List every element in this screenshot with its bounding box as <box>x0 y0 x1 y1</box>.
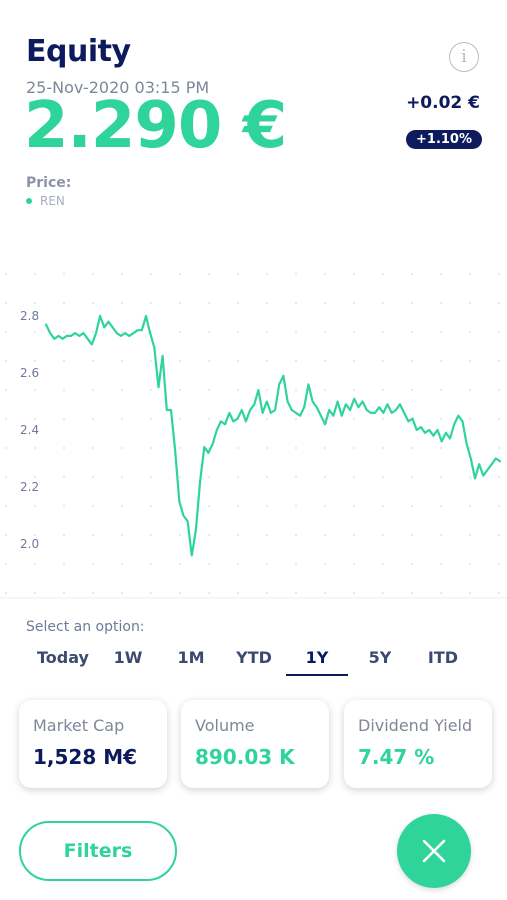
y-tick-label: 2.0 <box>20 537 39 551</box>
range-ytd[interactable]: YTD <box>236 648 272 667</box>
info-button[interactable]: i <box>449 42 479 72</box>
series-line-ren <box>44 314 502 557</box>
legend-dot-icon <box>26 198 32 204</box>
range-1w[interactable]: 1W <box>113 648 143 667</box>
chart-price-label: Price: <box>26 175 72 191</box>
price-change-percent-badge: +1.10% <box>406 130 482 149</box>
close-button[interactable] <box>397 814 471 888</box>
chart-legend: REN <box>26 194 65 208</box>
equity-title: Equity <box>26 34 131 69</box>
market-cap-value: 1,528 M€ <box>33 745 138 769</box>
dividend-yield-label: Dividend Yield <box>358 716 473 735</box>
legend-label: REN <box>40 194 65 208</box>
range-1y[interactable]: 1Y <box>286 640 348 676</box>
volume-card: Volume 890.03 K <box>181 700 329 788</box>
range-selector: Today 1W 1M YTD 1Y 5Y ITD <box>0 640 507 676</box>
y-tick-label: 2.4 <box>20 423 39 437</box>
timestamp: 25-Nov-2020 03:15 PM <box>26 78 210 97</box>
volume-value: 890.03 K <box>195 745 295 769</box>
volume-label: Volume <box>195 716 255 735</box>
dividend-yield-card: Dividend Yield 7.47 % <box>344 700 492 788</box>
current-price: 2.290 € <box>24 89 287 163</box>
range-5y[interactable]: 5Y <box>368 648 392 667</box>
price-chart[interactable]: 2.8 2.6 2.4 2.2 2.0 <box>0 262 507 602</box>
dividend-yield-value: 7.47 % <box>358 745 435 769</box>
range-today[interactable]: Today <box>37 648 89 667</box>
y-tick-label: 2.6 <box>20 366 39 380</box>
close-icon <box>422 839 446 863</box>
y-tick-label: 2.2 <box>20 480 39 494</box>
chart-grid <box>5 273 500 594</box>
market-cap-card: Market Cap 1,528 M€ <box>19 700 167 788</box>
info-icon: i <box>461 46 467 67</box>
range-itd[interactable]: ITD <box>427 648 459 667</box>
market-cap-label: Market Cap <box>33 716 125 735</box>
range-1m[interactable]: 1M <box>177 648 205 667</box>
y-tick-label: 2.8 <box>20 309 39 323</box>
price-change-absolute: +0.02 € <box>406 93 480 113</box>
filters-button[interactable]: Filters <box>19 821 177 881</box>
select-option-label: Select an option: <box>26 619 145 635</box>
